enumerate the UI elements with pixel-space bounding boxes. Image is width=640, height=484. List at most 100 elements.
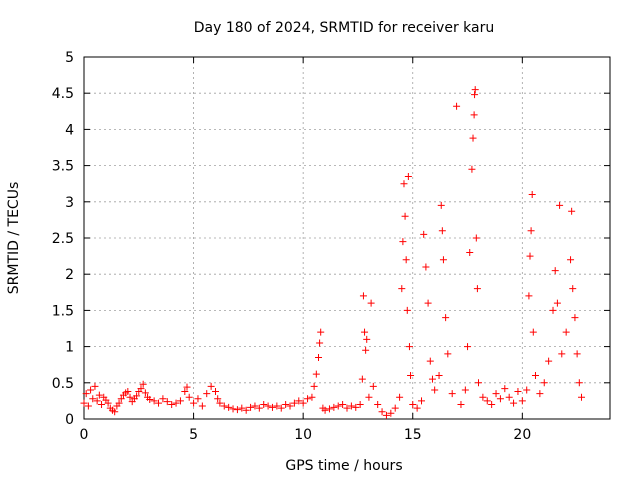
- data-point-marker: [496, 395, 504, 403]
- data-point-marker: [91, 382, 99, 390]
- data-point-marker: [483, 397, 491, 405]
- y-tick-label: 1: [65, 340, 74, 356]
- data-point-marker: [168, 401, 176, 409]
- data-point-marker: [93, 397, 101, 405]
- data-point-marker: [409, 401, 417, 409]
- data-point-marker: [442, 314, 450, 322]
- data-point-marker: [286, 402, 294, 410]
- data-point-marker: [317, 328, 325, 336]
- data-point-marker: [139, 380, 147, 388]
- data-point-marker: [84, 402, 92, 410]
- data-point-marker: [194, 395, 202, 403]
- data-point-marker: [453, 102, 461, 110]
- data-point-marker: [405, 343, 413, 351]
- data-point-marker: [181, 387, 189, 395]
- data-point-marker: [505, 393, 513, 401]
- data-point-marker: [369, 382, 377, 390]
- data-point-marker: [439, 256, 447, 264]
- data-point-marker: [469, 134, 477, 142]
- data-point-marker: [567, 256, 575, 264]
- data-point-marker: [172, 399, 180, 407]
- data-point-marker: [420, 230, 428, 238]
- data-point-marker: [214, 395, 222, 403]
- x-axis-label: GPS time / hours: [285, 458, 402, 474]
- data-point-marker: [551, 267, 559, 275]
- data-point-marker: [98, 401, 106, 409]
- data-point-marker: [428, 375, 436, 383]
- data-point-marker: [510, 399, 518, 407]
- axis-ticks: 0 0.5 1 1.5 2 2.5 3 3.5 4 4.5 5 0 5 10 15 20: [52, 50, 610, 443]
- data-point-marker: [150, 397, 158, 405]
- data-point-marker: [198, 402, 206, 410]
- chart-title: Day 180 of 2024, SRMTID for receiver kar…: [194, 20, 494, 36]
- data-point-marker: [501, 385, 509, 393]
- x-tick-label: 20: [513, 427, 531, 443]
- data-point-marker: [308, 393, 316, 401]
- y-tick-label: 3.5: [52, 159, 74, 175]
- data-point-marker: [183, 383, 191, 391]
- data-point-marker: [466, 248, 474, 256]
- data-point-marker: [361, 328, 369, 336]
- data-point-marker: [553, 299, 561, 307]
- data-point-marker: [549, 306, 557, 314]
- data-point-marker: [251, 402, 259, 410]
- y-tick-label: 4: [65, 122, 74, 138]
- data-point-marker: [359, 292, 367, 300]
- data-point-marker: [356, 401, 364, 409]
- y-tick-label: 0: [65, 412, 74, 428]
- data-point-marker: [238, 404, 246, 412]
- data-point-marker: [444, 350, 452, 358]
- data-point-marker: [448, 390, 456, 398]
- data-point-marker: [111, 408, 119, 416]
- data-point-marker: [282, 401, 290, 409]
- data-point-marker: [80, 399, 88, 407]
- data-point-marker: [413, 404, 421, 412]
- data-point-marker: [540, 379, 548, 387]
- data-point-marker: [536, 390, 544, 398]
- data-point-marker: [220, 402, 228, 410]
- data-point-marker: [401, 212, 409, 220]
- data-point-marker: [176, 397, 184, 405]
- x-tick-label: 5: [189, 427, 198, 443]
- data-point-marker: [124, 387, 132, 395]
- data-point-marker: [155, 399, 163, 407]
- data-point-marker: [387, 409, 395, 417]
- data-point-marker: [518, 397, 526, 405]
- data-point-marker: [299, 399, 307, 407]
- data-point-marker: [527, 227, 535, 235]
- data-point-marker: [464, 343, 472, 351]
- data-point-marker: [396, 393, 404, 401]
- x-tick-label: 10: [294, 427, 312, 443]
- x-tick-label: 15: [404, 427, 422, 443]
- grid-lines: [84, 57, 610, 419]
- data-point-marker: [216, 399, 224, 407]
- data-point-marker: [146, 395, 154, 403]
- data-point-marker: [260, 401, 268, 409]
- data-point-marker: [310, 382, 318, 390]
- data-point-marker: [437, 201, 445, 209]
- data-point-marker: [402, 256, 410, 264]
- data-point-marker: [514, 387, 522, 395]
- data-point-marker: [374, 401, 382, 409]
- data-point-marker: [330, 403, 338, 411]
- data-point-marker: [268, 403, 276, 411]
- data-point-marker: [378, 408, 386, 416]
- y-tick-label: 2.5: [52, 231, 74, 247]
- data-point-marker: [225, 403, 233, 411]
- data-point-marker: [273, 402, 281, 410]
- data-point-marker: [321, 406, 329, 414]
- data-point-marker: [247, 403, 255, 411]
- data-point-marker: [163, 398, 171, 406]
- data-points: [80, 86, 586, 419]
- data-point-marker: [363, 335, 371, 343]
- data-point-marker: [242, 406, 250, 414]
- data-point-marker: [295, 397, 303, 405]
- data-point-marker: [575, 379, 583, 387]
- data-point-marker: [277, 404, 285, 412]
- data-point-marker: [492, 390, 500, 398]
- data-point-marker: [358, 375, 366, 383]
- data-point-marker: [470, 111, 478, 119]
- data-point-marker: [525, 292, 533, 300]
- data-point-marker: [141, 389, 149, 397]
